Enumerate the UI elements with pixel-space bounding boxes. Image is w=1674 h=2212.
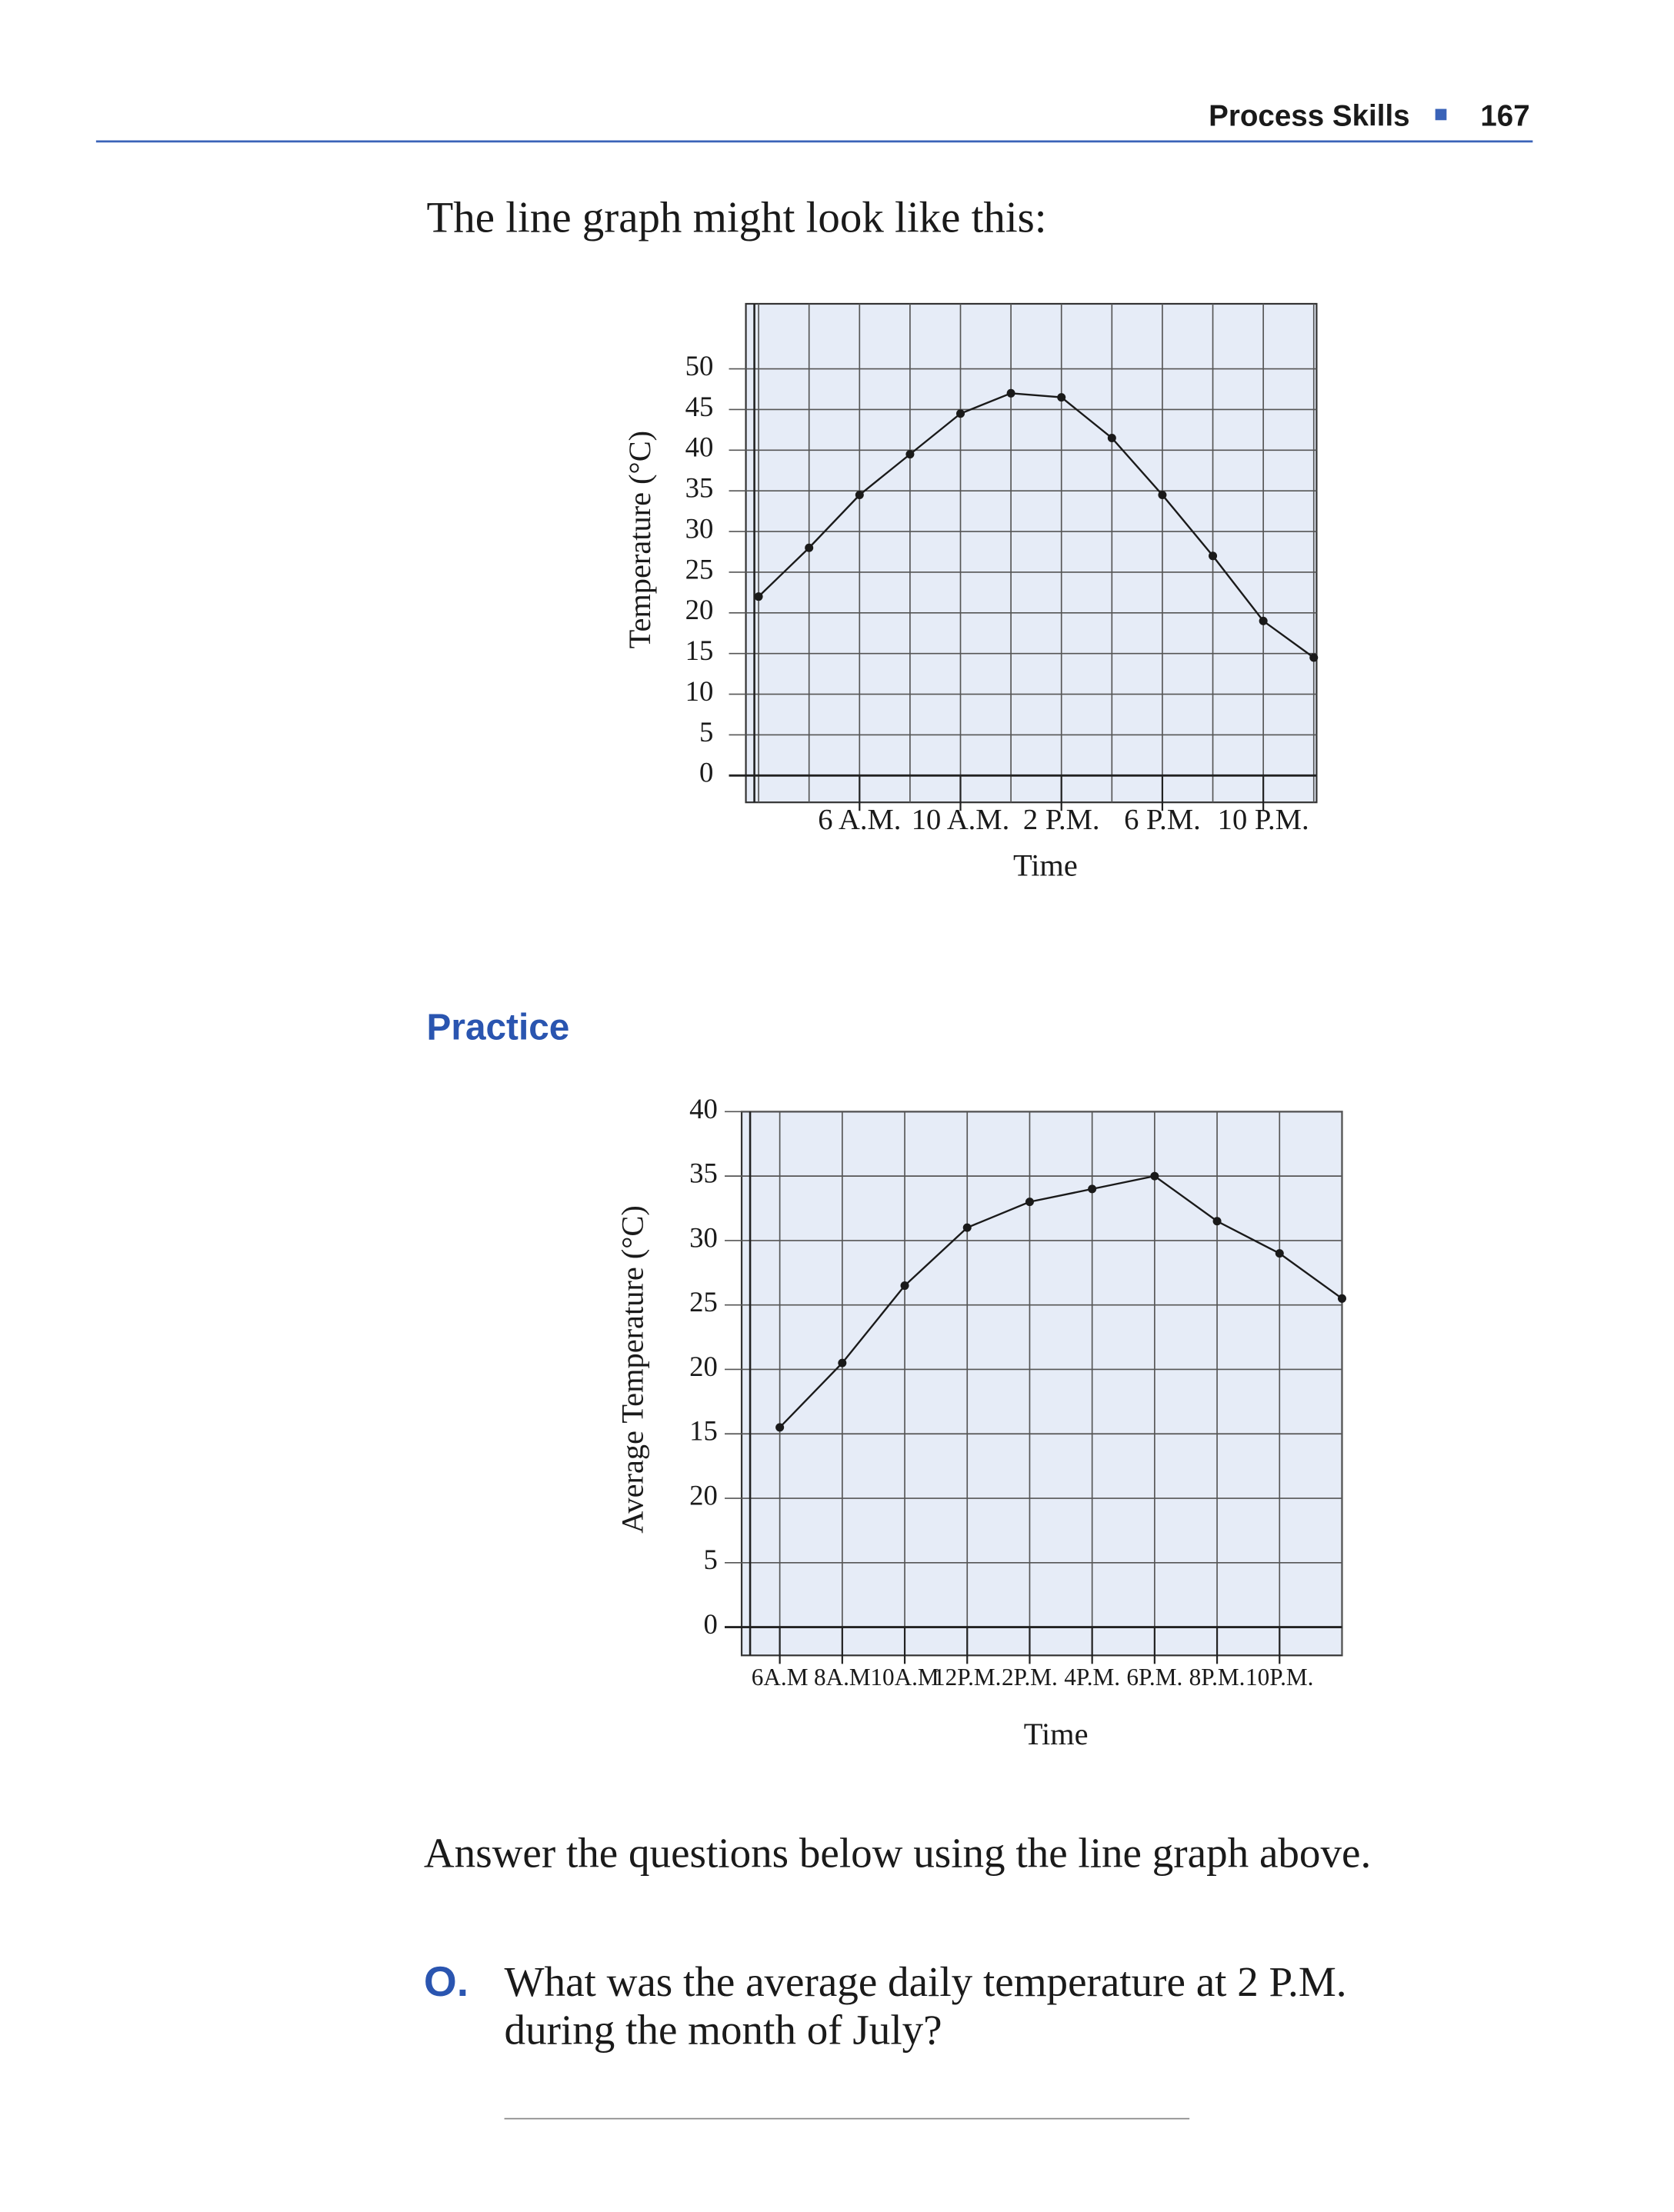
data-point (754, 592, 763, 601)
y-tick-label: 35 (689, 1158, 718, 1189)
data-point (838, 1358, 847, 1368)
data-point (955, 409, 965, 418)
x-tick-label: 6 P.M. (1124, 804, 1201, 836)
header-bullet (1435, 108, 1447, 121)
plot-background (745, 302, 1318, 804)
x-tick-label: 10 P.M. (1218, 804, 1309, 836)
y-tick-label: 45 (685, 391, 714, 422)
data-point (775, 1423, 785, 1432)
data-point (1057, 393, 1066, 402)
y-tick-label: 5 (699, 716, 713, 748)
y-tick-label: 0 (699, 757, 713, 788)
y-tick-label: 40 (685, 431, 714, 463)
data-point (805, 543, 814, 552)
y-tick-label: 25 (689, 1286, 718, 1318)
instruction: Answer the questions below using the lin… (424, 1830, 1371, 1877)
x-tick-label: 10A.M (870, 1664, 939, 1691)
x-tick-label: 6A.M (752, 1664, 809, 1691)
y-tick-label: 35 (685, 472, 714, 504)
y-tick-label: 25 (685, 553, 714, 585)
question-marker: O. (424, 1957, 469, 2005)
data-point (1088, 1184, 1097, 1194)
data-line (779, 1174, 1343, 1428)
x-tick-label: 10P.M. (1245, 1664, 1313, 1691)
plot-background (740, 1111, 1343, 1657)
data-point (1150, 1171, 1159, 1181)
header-section: Process Skills (1209, 100, 1409, 133)
y-tick-label: 30 (685, 512, 714, 544)
y-tick-label: 5 (703, 1544, 717, 1575)
intro-text: The line graph might look like this: (427, 193, 1047, 242)
y-tick-label: 30 (689, 1221, 718, 1253)
y-tick-label: 10 (685, 675, 714, 707)
y-tick-label: 20 (685, 594, 714, 625)
x-tick-label: 12P.M. (933, 1664, 1001, 1691)
data-point (1025, 1198, 1034, 1207)
x-tick-label: 4P.M. (1064, 1664, 1120, 1691)
y-axis-title: Temperature (°C) (622, 431, 657, 648)
data-point (1259, 616, 1268, 625)
data-line (758, 392, 1315, 658)
y-tick-label: 40 (689, 1093, 718, 1124)
data-point (900, 1281, 909, 1291)
x-tick-label: 10 A.M. (912, 804, 1009, 836)
x-axis-title: Time (1013, 848, 1078, 883)
page-number: 167 (1480, 100, 1529, 133)
data-point (1158, 490, 1167, 499)
data-point (855, 490, 864, 499)
data-point (1107, 433, 1116, 442)
x-axis-title: Time (1024, 1717, 1089, 1751)
x-tick-label: 2 P.M. (1023, 804, 1100, 836)
data-point (1337, 1294, 1346, 1303)
x-tick-label: 8P.M. (1189, 1664, 1245, 1691)
y-tick-label: 50 (685, 350, 714, 381)
y-tick-label: 20 (689, 1351, 718, 1382)
data-point (1275, 1249, 1284, 1258)
y-tick-label: 15 (685, 635, 714, 666)
y-tick-label: 15 (689, 1415, 718, 1447)
data-point (1212, 1217, 1222, 1226)
practice-heading: Practice (427, 1008, 570, 1048)
y-axis-title: Average Temperature (°C) (615, 1205, 650, 1534)
data-point (1209, 551, 1218, 561)
data-point (962, 1223, 972, 1232)
question-line: What was the average daily temperature a… (505, 1958, 1347, 2005)
data-point (1309, 653, 1319, 662)
x-tick-label: 8A.M (814, 1664, 871, 1691)
data-point (905, 450, 915, 459)
x-tick-label: 6P.M. (1126, 1664, 1182, 1691)
question-line: during the month of July? (505, 2006, 942, 2053)
x-tick-label: 6 A.M. (818, 804, 901, 836)
data-point (1006, 388, 1015, 398)
y-tick-label: 20 (689, 1479, 718, 1511)
x-tick-label: 2P.M. (1002, 1664, 1058, 1691)
y-tick-label: 0 (703, 1608, 717, 1640)
